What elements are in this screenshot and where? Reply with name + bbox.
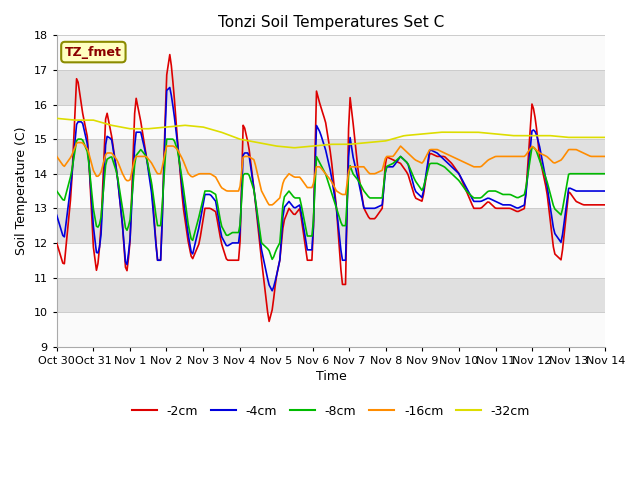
- Bar: [57, 139, 605, 174]
- Bar: [57, 312, 605, 347]
- Bar: [57, 208, 605, 243]
- Bar: [57, 277, 605, 312]
- Text: TZ_fmet: TZ_fmet: [65, 46, 122, 59]
- Bar: [57, 243, 605, 277]
- Legend: -2cm, -4cm, -8cm, -16cm, -32cm: -2cm, -4cm, -8cm, -16cm, -32cm: [127, 400, 535, 423]
- Bar: [57, 70, 605, 105]
- Y-axis label: Soil Temperature (C): Soil Temperature (C): [15, 127, 28, 255]
- Bar: [57, 105, 605, 139]
- Bar: [57, 36, 605, 70]
- Bar: [57, 174, 605, 208]
- X-axis label: Time: Time: [316, 370, 346, 383]
- Title: Tonzi Soil Temperatures Set C: Tonzi Soil Temperatures Set C: [218, 15, 444, 30]
